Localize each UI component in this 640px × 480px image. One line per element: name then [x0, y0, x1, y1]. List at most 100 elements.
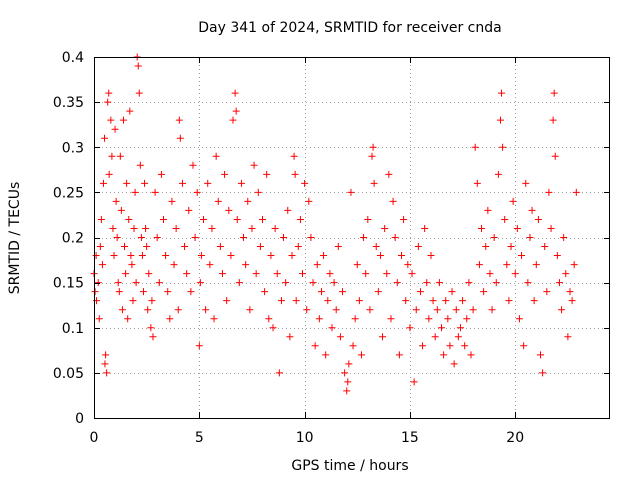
data-point [110, 252, 118, 260]
data-point [397, 252, 405, 260]
data-point [92, 252, 100, 260]
data-point [296, 215, 304, 223]
data-point [336, 333, 344, 341]
data-point [244, 197, 252, 205]
y-tick-label: 0.05 [53, 366, 84, 382]
data-point [269, 324, 277, 332]
data-point [275, 369, 283, 377]
data-point [357, 351, 365, 359]
data-point [271, 224, 279, 232]
data-point [123, 179, 131, 187]
data-point [520, 342, 528, 350]
data-point [164, 288, 172, 296]
data-point [393, 279, 401, 287]
data-point [370, 179, 378, 187]
data-point [301, 179, 309, 187]
data-point [132, 279, 140, 287]
x-tick-label: 5 [195, 430, 204, 446]
data-point [277, 297, 285, 305]
data-point [141, 179, 149, 187]
data-point [157, 170, 165, 178]
data-point [550, 89, 558, 97]
data-point [174, 306, 182, 314]
data-point [543, 288, 551, 296]
data-point [311, 342, 319, 350]
data-point [240, 234, 248, 241]
data-point [528, 206, 536, 214]
y-axis-label: SRMTID / TECUs [7, 182, 23, 295]
data-point [137, 234, 145, 241]
data-point [101, 360, 109, 368]
data-point [148, 297, 156, 305]
data-point [216, 243, 224, 251]
data-point [402, 297, 410, 305]
data-point [326, 270, 334, 278]
data-point [231, 89, 239, 97]
data-point [334, 243, 342, 251]
data-point [448, 288, 456, 296]
data-point [181, 243, 189, 251]
data-point [353, 261, 361, 269]
data-point [541, 243, 549, 251]
data-point [374, 288, 382, 296]
data-point [328, 324, 336, 332]
y-tick-label: 0.1 [62, 321, 84, 337]
data-point [305, 197, 313, 205]
data-point [330, 279, 338, 287]
data-point [145, 270, 153, 278]
data-point [526, 234, 534, 241]
data-point [225, 206, 233, 214]
data-point [387, 315, 395, 323]
x-tick-label: 15 [401, 430, 419, 446]
chart-title: Day 341 of 2024, SRMTID for receiver cnd… [198, 20, 501, 36]
data-point [135, 89, 143, 97]
data-point [162, 252, 170, 260]
data-point [229, 116, 237, 124]
data-point [339, 288, 347, 296]
data-point [429, 297, 437, 305]
data-point [343, 387, 351, 395]
data-point [299, 270, 307, 278]
data-point [408, 270, 416, 278]
data-point [307, 234, 315, 241]
data-point [95, 315, 103, 323]
data-point [549, 116, 557, 124]
data-point [138, 252, 146, 260]
data-point [134, 62, 142, 70]
data-point [317, 288, 325, 296]
data-point [421, 224, 429, 232]
data-point [488, 306, 496, 314]
data-point [410, 378, 418, 386]
data-point [492, 279, 500, 287]
data-point [117, 206, 125, 214]
data-point [412, 306, 420, 314]
data-point [419, 342, 427, 350]
data-point [471, 143, 479, 151]
data-point [111, 125, 119, 133]
data-point [368, 152, 376, 160]
data-point [193, 188, 201, 196]
data-point [324, 297, 332, 305]
data-point [144, 306, 152, 314]
data-point [494, 170, 502, 178]
data-point [509, 197, 517, 205]
data-point [532, 261, 540, 269]
data-point [237, 179, 245, 187]
data-point [94, 279, 102, 287]
data-point [214, 197, 222, 205]
data-point [127, 252, 135, 260]
data-point [282, 279, 290, 287]
data-point [414, 243, 422, 251]
data-point [189, 161, 197, 169]
data-point [280, 234, 288, 241]
data-point [303, 306, 311, 314]
y-tick-label: 0.4 [62, 50, 84, 66]
data-point [155, 279, 163, 287]
data-point [153, 234, 161, 241]
data-point [513, 224, 521, 232]
data-point [254, 188, 262, 196]
data-point [107, 116, 115, 124]
data-point [499, 143, 507, 151]
data-point [558, 306, 566, 314]
